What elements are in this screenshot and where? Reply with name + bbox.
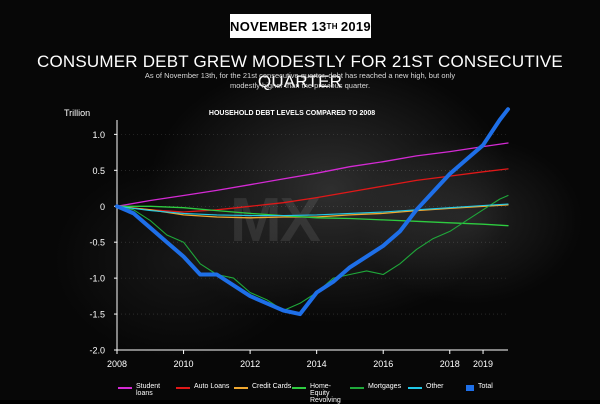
date-badge: NOVEMBER 13 TH 2019: [230, 14, 371, 38]
chart-title: HOUSEHOLD DEBT LEVELS COMPARED TO 2008: [209, 110, 375, 117]
x-tick-label: 2012: [240, 359, 260, 369]
date-main: NOVEMBER 13: [230, 18, 327, 34]
legend-swatch: [118, 387, 132, 389]
legend-label: Other: [426, 383, 444, 390]
y-tick-label: -0.5: [89, 238, 105, 248]
y-axis-label: Trillion: [64, 108, 90, 118]
y-tick-label: 0.5: [92, 166, 105, 176]
legend-label: Total: [478, 383, 493, 390]
chart-legend: Student loans Auto Loans Credit Cards Home-…: [118, 383, 538, 404]
x-tick-label: 2014: [307, 359, 327, 369]
x-tick-label: 2018: [440, 359, 460, 369]
legend-swatch: [350, 387, 364, 389]
subtitle: As of November 13th, for the 21st consec…: [144, 71, 456, 90]
legend-item-total: Total: [466, 383, 524, 397]
date-suffix: TH: [326, 21, 338, 31]
legend-swatch: [408, 387, 422, 389]
legend-label: Auto Loans: [194, 383, 230, 390]
legend-item-other: Other: [408, 383, 466, 397]
y-tick-label: 1.0: [92, 130, 105, 140]
y-tick-label: -2.0: [89, 346, 105, 356]
x-tick-label: 2008: [107, 359, 127, 369]
legend-label: Home-Equity Revolving: [310, 383, 341, 404]
legend-item-auto-loans: Auto Loans: [176, 383, 234, 397]
legend-label: Mortgages: [368, 383, 402, 390]
headline: CONSUMER DEBT GREW MODESTLY FOR 21ST CON…: [37, 52, 563, 91]
legend-item-mortgages: Mortgages: [350, 383, 408, 397]
legend-item-student-loans: Student loans: [118, 383, 176, 397]
legend-swatch: [466, 385, 474, 391]
x-tick-label: 2019: [473, 359, 493, 369]
legend-swatch: [176, 387, 190, 389]
series-line-total: [115, 107, 510, 317]
series-line-other: [116, 203, 509, 217]
series-line-student-loans: [116, 142, 509, 207]
legend-swatch: [292, 387, 306, 389]
series-line-credit-cards: [116, 204, 509, 219]
legend-item-home-equity-revolving: Home-Equity Revolving: [292, 383, 350, 404]
legend-item-credit-cards: Credit Cards: [234, 383, 292, 397]
y-tick-label: -1.5: [89, 310, 105, 320]
watermark-logo: MX: [230, 186, 321, 255]
legend-label: Student loans: [136, 383, 161, 397]
y-tick-label: 0: [100, 202, 105, 212]
date-year: 2019: [340, 18, 371, 34]
series-line-home-equity-revolving: [116, 205, 509, 227]
x-tick-label: 2016: [373, 359, 393, 369]
y-tick-label: -1.0: [89, 274, 105, 284]
legend-swatch: [234, 387, 248, 389]
legend-label: Credit Cards: [252, 383, 292, 390]
x-tick-label: 2010: [174, 359, 194, 369]
